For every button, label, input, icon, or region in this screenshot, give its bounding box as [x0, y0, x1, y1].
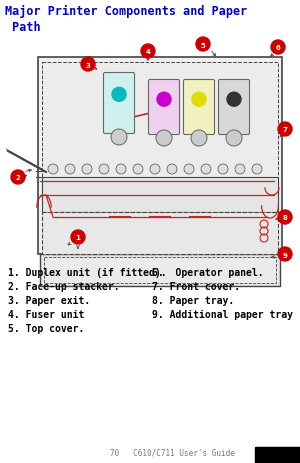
Circle shape	[226, 131, 242, 147]
Circle shape	[112, 88, 126, 102]
Circle shape	[196, 38, 210, 52]
Circle shape	[192, 93, 206, 107]
Circle shape	[81, 58, 95, 72]
Text: Major Printer Components and Paper: Major Printer Components and Paper	[5, 5, 247, 18]
FancyBboxPatch shape	[218, 80, 250, 135]
Text: 2. Face-up stacker.: 2. Face-up stacker.	[8, 282, 120, 291]
Circle shape	[82, 165, 92, 175]
FancyBboxPatch shape	[184, 80, 214, 135]
Circle shape	[184, 165, 194, 175]
Bar	[255, 447, 300, 463]
Circle shape	[252, 165, 262, 175]
Text: 3: 3	[85, 63, 90, 69]
Text: 8. Paper tray.: 8. Paper tray.	[152, 295, 234, 305]
Text: 3. Paper exit.: 3. Paper exit.	[8, 295, 90, 306]
Circle shape	[218, 165, 228, 175]
Circle shape	[271, 41, 285, 55]
Text: 4. Fuser unit: 4. Fuser unit	[8, 309, 84, 319]
Circle shape	[167, 165, 177, 175]
Circle shape	[141, 45, 155, 59]
Bar	[42, 213, 278, 255]
Circle shape	[278, 211, 292, 225]
Text: 9. Additional paper tray (if fitted): 9. Additional paper tray (if fitted)	[152, 309, 300, 319]
Text: 9: 9	[283, 252, 287, 258]
Text: 7: 7	[283, 127, 287, 133]
Circle shape	[150, 165, 160, 175]
FancyBboxPatch shape	[103, 73, 134, 134]
Text: 6: 6	[276, 45, 280, 51]
Circle shape	[227, 93, 241, 107]
Bar	[44, 257, 276, 283]
Circle shape	[235, 165, 245, 175]
Circle shape	[111, 130, 127, 146]
Bar	[42, 63, 278, 178]
Circle shape	[48, 165, 58, 175]
Circle shape	[278, 123, 292, 137]
Text: 2: 2	[16, 175, 20, 181]
Text: 5: 5	[201, 43, 206, 49]
Text: 1. Duplex unit (if fitted).: 1. Duplex unit (if fitted).	[8, 268, 166, 277]
FancyBboxPatch shape	[148, 80, 179, 135]
Bar	[40, 255, 280, 287]
Circle shape	[71, 231, 85, 244]
Circle shape	[201, 165, 211, 175]
Circle shape	[65, 165, 75, 175]
Bar	[38, 58, 282, 255]
Circle shape	[11, 171, 25, 185]
Text: 6.  Operator panel.: 6. Operator panel.	[152, 268, 264, 277]
Text: 8: 8	[283, 215, 287, 221]
Text: 70   C610/C711 User's Guide: 70 C610/C711 User's Guide	[110, 448, 235, 457]
Circle shape	[116, 165, 126, 175]
Circle shape	[157, 93, 171, 107]
Circle shape	[133, 165, 143, 175]
Text: Path: Path	[5, 21, 41, 34]
Text: 4: 4	[146, 50, 151, 56]
Circle shape	[278, 247, 292, 262]
Bar	[42, 178, 278, 213]
Text: 5. Top cover.: 5. Top cover.	[8, 323, 84, 333]
Text: 1: 1	[76, 235, 80, 241]
Circle shape	[99, 165, 109, 175]
Circle shape	[156, 131, 172, 147]
Text: 7. Front cover.: 7. Front cover.	[152, 282, 240, 291]
Circle shape	[191, 131, 207, 147]
